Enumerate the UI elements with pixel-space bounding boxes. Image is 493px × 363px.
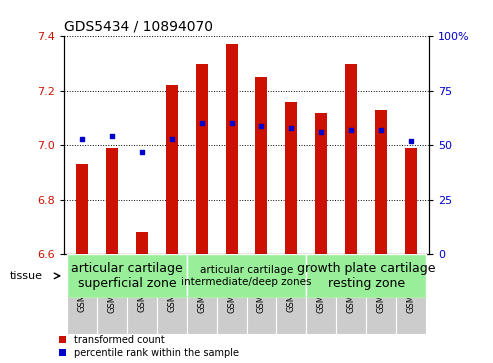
Bar [366,254,396,334]
Text: GSM1310363: GSM1310363 [406,257,416,313]
Point [78,136,86,142]
Bar [187,254,216,334]
Bar [106,148,118,254]
Point [257,123,265,129]
Bar [306,254,336,334]
Point [228,121,236,126]
Legend: transformed count, percentile rank within the sample: transformed count, percentile rank withi… [59,335,239,358]
Bar [76,164,88,254]
Bar [336,254,366,334]
Text: GDS5434 / 10894070: GDS5434 / 10894070 [64,20,213,34]
Point [198,121,206,126]
Bar [316,113,327,254]
Text: GSM1310356: GSM1310356 [197,257,206,313]
Bar [127,254,157,334]
Bar [67,254,187,298]
Point [407,138,415,144]
Bar [187,254,306,298]
Bar [375,110,387,254]
Bar [285,102,297,254]
Bar [166,85,177,254]
Text: GSM1310353: GSM1310353 [107,257,116,313]
Bar [226,45,238,254]
Text: tissue: tissue [10,271,43,281]
Bar [246,254,277,334]
Text: articular cartilage
intermediate/deep zones: articular cartilage intermediate/deep zo… [181,265,312,287]
Bar [67,254,97,334]
Bar [306,254,426,298]
Bar [196,64,208,254]
Point [138,149,146,155]
Text: GSM1310357: GSM1310357 [227,257,236,313]
Bar [136,232,148,254]
Point [168,136,176,142]
Point [347,127,355,133]
Bar [345,64,357,254]
Text: GSM1310362: GSM1310362 [377,257,386,313]
Point [377,127,385,133]
Bar [396,254,426,334]
Text: GSM1310360: GSM1310360 [317,257,326,313]
Bar [405,148,417,254]
Text: GSM1310355: GSM1310355 [167,257,176,313]
Point [108,134,116,139]
Bar [277,254,306,334]
Point [317,129,325,135]
Text: GSM1310359: GSM1310359 [287,257,296,313]
Text: GSM1310352: GSM1310352 [77,257,87,313]
Bar [216,254,246,334]
Text: GSM1310361: GSM1310361 [347,257,355,313]
Bar [157,254,187,334]
Text: GSM1310358: GSM1310358 [257,257,266,313]
Bar [97,254,127,334]
Bar [255,77,267,254]
Text: GSM1310354: GSM1310354 [138,257,146,313]
Point [287,125,295,131]
Text: articular cartilage
superficial zone: articular cartilage superficial zone [71,262,183,290]
Text: growth plate cartilage
resting zone: growth plate cartilage resting zone [297,262,435,290]
